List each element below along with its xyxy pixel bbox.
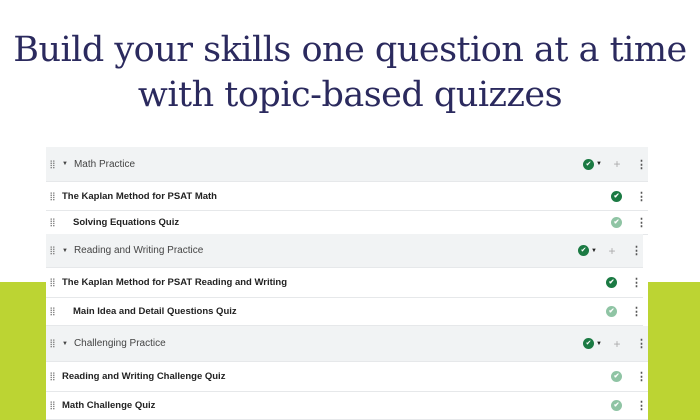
more-options-icon[interactable]: ⋮: [631, 245, 642, 257]
section-header[interactable]: ▼ Reading and Writing Practice ✔ ▼ + ⋮: [46, 234, 643, 268]
more-options-icon[interactable]: ⋮: [636, 217, 647, 229]
add-icon[interactable]: +: [613, 157, 621, 171]
status-dropdown-icon[interactable]: ▼: [596, 340, 602, 347]
add-icon[interactable]: +: [613, 336, 621, 351]
section-title: Challenging Practice: [73, 338, 166, 349]
check-icon[interactable]: ✔: [606, 306, 617, 317]
item-title[interactable]: Solving Equations Quiz: [73, 217, 180, 228]
list-item[interactable]: Main Idea and Detail Questions Quiz ✔ ⋮: [46, 298, 643, 326]
collapse-caret-icon[interactable]: ▼: [62, 247, 68, 254]
accent-band-left: [0, 282, 46, 420]
list-item[interactable]: The Kaplan Method for PSAT Math ✔ ⋮: [46, 182, 648, 211]
list-item[interactable]: Reading and Writing Challenge Quiz ✔ ⋮: [46, 362, 648, 392]
check-icon[interactable]: ✔: [578, 245, 590, 256]
drag-handle-icon[interactable]: [50, 159, 55, 169]
check-icon[interactable]: ✔: [606, 277, 617, 288]
check-icon[interactable]: ✔: [583, 338, 595, 349]
drag-handle-icon[interactable]: [50, 278, 55, 287]
item-title[interactable]: Math Challenge Quiz: [62, 400, 156, 411]
drag-handle-icon[interactable]: [50, 218, 55, 227]
check-icon[interactable]: ✔: [611, 371, 622, 382]
drag-handle-icon[interactable]: [50, 246, 55, 255]
check-icon[interactable]: ✔: [611, 217, 622, 228]
status-dropdown-icon[interactable]: ▼: [591, 247, 597, 254]
more-options-icon[interactable]: ⋮: [631, 277, 642, 289]
section-panel: ▼ Math Practice ✔ ▼ + ⋮ The Kaplan Method f…: [46, 147, 648, 235]
section-title: Math Practice: [73, 158, 136, 170]
item-title[interactable]: Reading and Writing Challenge Quiz: [62, 371, 226, 382]
more-options-icon[interactable]: ⋮: [636, 158, 647, 171]
drag-handle-icon[interactable]: [50, 372, 55, 381]
add-icon[interactable]: +: [608, 243, 616, 258]
status-dropdown-icon[interactable]: ▼: [596, 161, 602, 167]
more-options-icon[interactable]: ⋮: [636, 190, 647, 203]
drag-handle-icon[interactable]: [50, 191, 55, 201]
check-icon[interactable]: ✔: [611, 400, 622, 411]
list-item[interactable]: Math Challenge Quiz ✔ ⋮: [46, 392, 648, 420]
collapse-caret-icon[interactable]: ▼: [62, 340, 68, 347]
section-panel: ▼ Challenging Practice ✔ ▼ + ⋮ Reading and …: [46, 326, 648, 420]
check-icon[interactable]: ✔: [583, 158, 595, 170]
more-options-icon[interactable]: ⋮: [636, 338, 647, 350]
more-options-icon[interactable]: ⋮: [636, 400, 647, 412]
headline: Build your skills one question at a time…: [13, 30, 687, 115]
accent-band-right: [648, 282, 700, 420]
item-title[interactable]: Main Idea and Detail Questions Quiz: [73, 306, 237, 317]
drag-handle-icon[interactable]: [50, 307, 55, 316]
section-title: Reading and Writing Practice: [73, 245, 204, 256]
list-item[interactable]: Solving Equations Quiz ✔ ⋮: [46, 211, 648, 235]
item-title[interactable]: The Kaplan Method for PSAT Reading and W…: [62, 277, 288, 288]
section-header[interactable]: ▼ Math Practice ✔ ▼ + ⋮: [46, 147, 648, 182]
drag-handle-icon[interactable]: [50, 401, 55, 410]
more-options-icon[interactable]: ⋮: [636, 371, 647, 383]
more-options-icon[interactable]: ⋮: [631, 306, 642, 318]
section-header[interactable]: ▼ Challenging Practice ✔ ▼ + ⋮: [46, 326, 648, 362]
check-icon[interactable]: ✔: [611, 190, 622, 202]
item-title[interactable]: The Kaplan Method for PSAT Math: [62, 190, 217, 202]
list-item[interactable]: The Kaplan Method for PSAT Reading and W…: [46, 268, 643, 298]
section-panel: ▼ Reading and Writing Practice ✔ ▼ + ⋮ The …: [46, 234, 643, 326]
collapse-caret-icon[interactable]: ▼: [62, 161, 68, 167]
drag-handle-icon[interactable]: [50, 339, 55, 348]
